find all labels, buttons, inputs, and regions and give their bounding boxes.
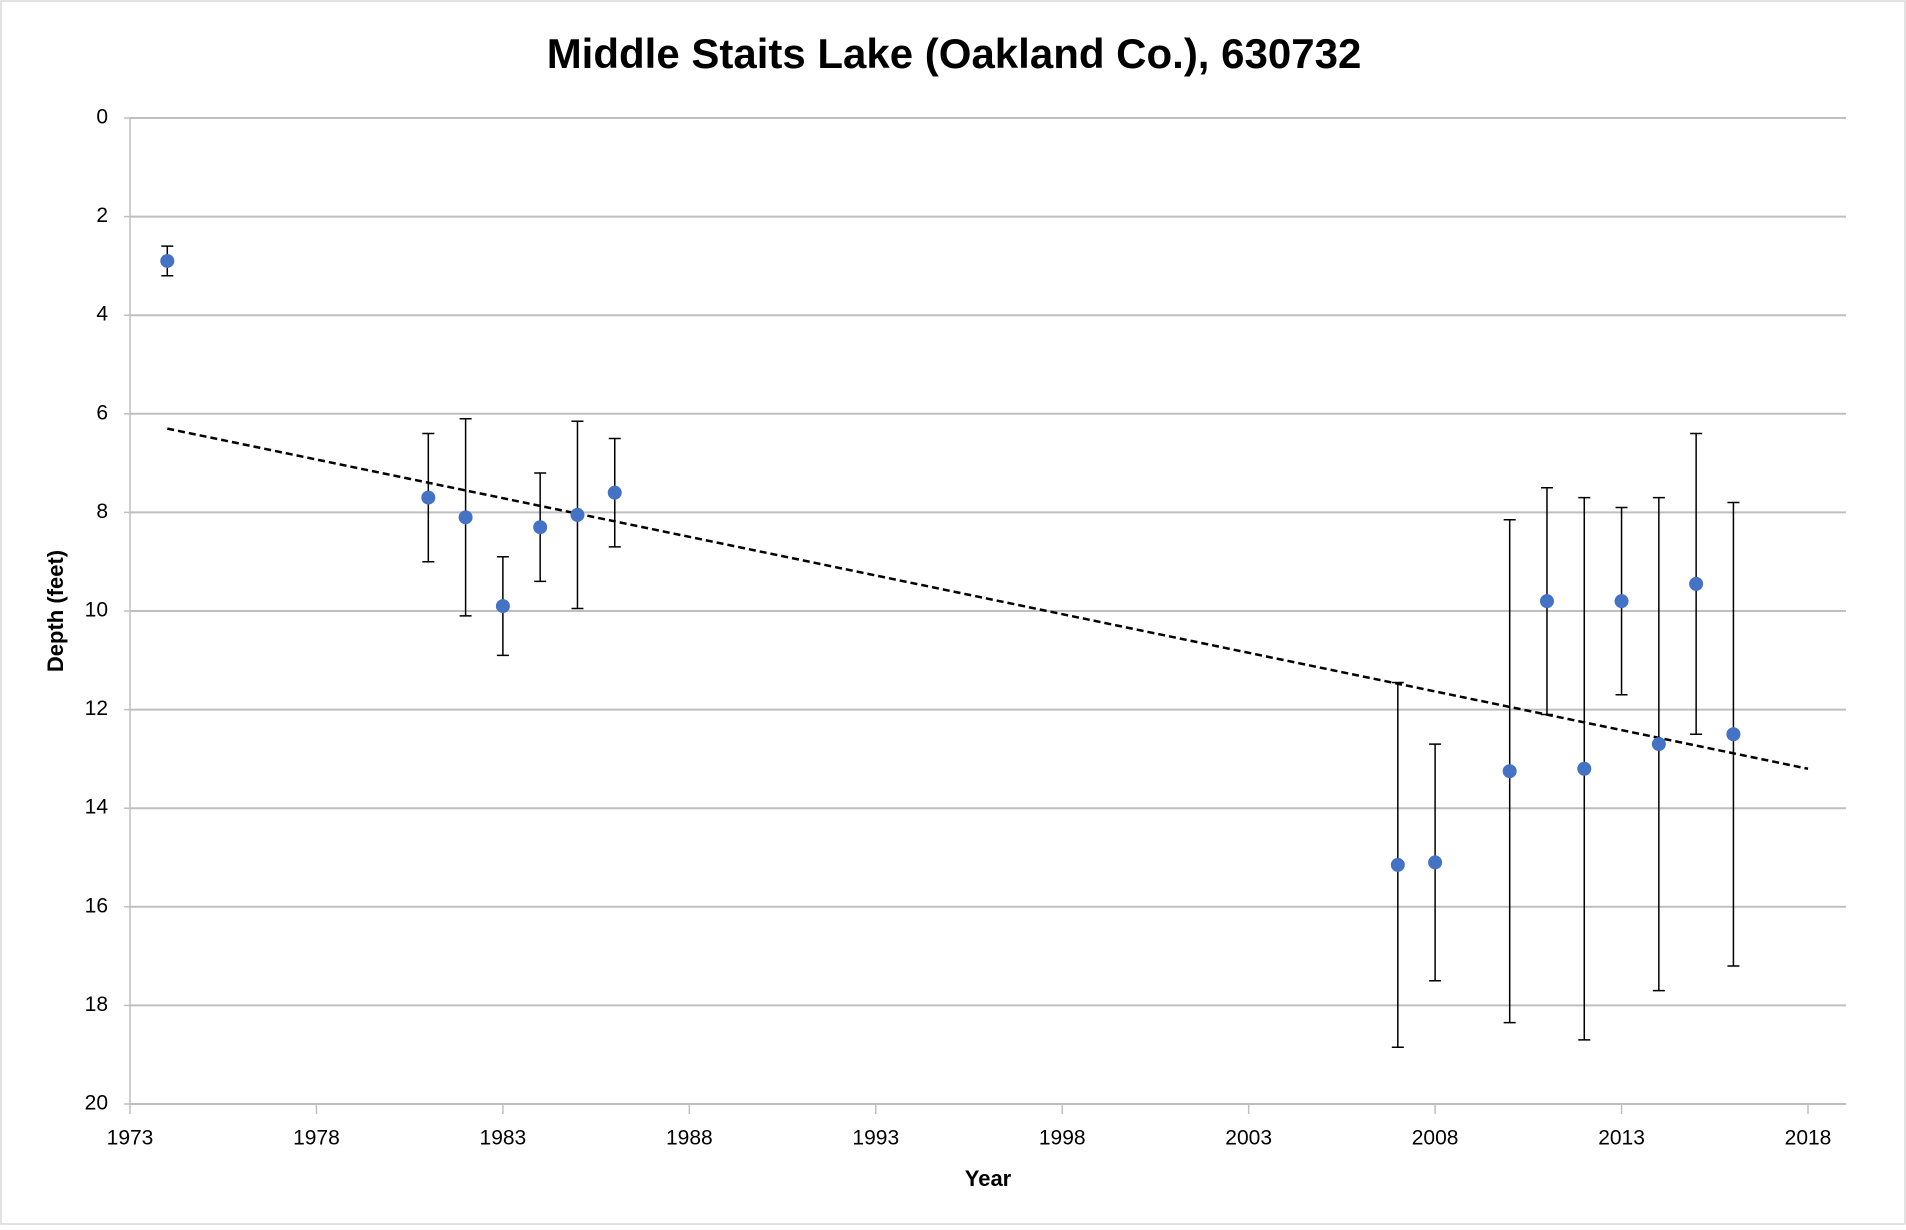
y-tick-label: 2 [96, 204, 108, 227]
data-point [1428, 855, 1443, 870]
data-point [1502, 764, 1517, 779]
data-point [1539, 594, 1554, 609]
data-point [495, 599, 510, 614]
y-tick-label: 18 [85, 993, 108, 1016]
data-point [1689, 576, 1704, 591]
y-tick-label: 4 [96, 303, 108, 326]
data-point [1577, 761, 1592, 776]
data-point [607, 485, 622, 500]
chart-title: Middle Staits Lake (Oakland Co.), 630732 [547, 30, 1362, 77]
x-tick-label: 1978 [293, 1127, 340, 1150]
y-tick-label: 10 [85, 599, 108, 622]
data-point [1390, 857, 1405, 872]
data-point [160, 253, 175, 268]
x-tick-label: 1993 [852, 1127, 899, 1150]
x-tick-label: 1983 [480, 1127, 527, 1150]
y-tick-label: 6 [96, 401, 108, 424]
x-tick-label: 1973 [107, 1127, 154, 1150]
data-point [458, 510, 473, 525]
data-point [1726, 727, 1741, 742]
y-tick-label: 16 [85, 894, 108, 917]
y-tick-label: 20 [85, 1092, 108, 1115]
data-point [421, 490, 436, 505]
x-tick-label: 2018 [1785, 1127, 1832, 1150]
data-point [1614, 594, 1629, 609]
x-tick-label: 2013 [1598, 1127, 1645, 1150]
x-tick-label: 2003 [1225, 1127, 1272, 1150]
trend-line [167, 427, 1809, 770]
x-tick-label: 1988 [666, 1127, 713, 1150]
data-point [1651, 737, 1666, 752]
data-point [533, 520, 548, 535]
x-tick-label: 1998 [1039, 1127, 1086, 1150]
y-tick-label: 0 [96, 106, 108, 129]
y-tick-label: 14 [85, 796, 109, 819]
y-tick-label: 8 [96, 500, 108, 523]
x-tick-label: 2008 [1412, 1127, 1459, 1150]
x-axis-label: Year [965, 1166, 1012, 1191]
y-axis-label: Depth (feet) [43, 550, 68, 672]
y-tick-label: 12 [85, 697, 108, 720]
data-point [570, 507, 585, 522]
